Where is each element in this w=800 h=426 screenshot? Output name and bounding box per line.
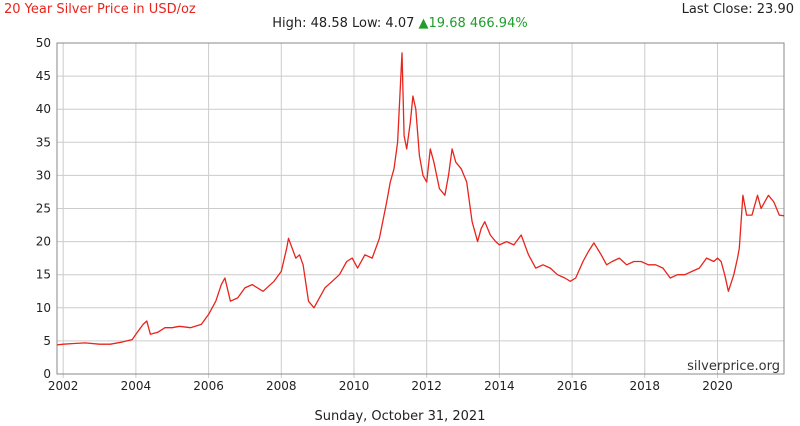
chart-title: 20 Year Silver Price in USD/oz [4, 2, 196, 17]
y-tick-label: 45 [36, 69, 51, 83]
y-tick-label: 35 [36, 135, 51, 149]
y-tick-label: 0 [43, 367, 51, 381]
chart-date: Sunday, October 31, 2021 [314, 409, 486, 424]
high-value: High: 48.58 [272, 16, 348, 31]
x-tick-label: 2006 [193, 379, 224, 393]
y-tick-label: 20 [36, 235, 51, 249]
x-tick-label: 2002 [48, 379, 79, 393]
x-tick-label: 2012 [411, 379, 442, 393]
x-tick-label: 2016 [557, 379, 588, 393]
price-line [56, 52, 785, 346]
y-axis: 0 5 10 15 20 25 30 35 40 45 50 [36, 36, 51, 381]
y-tick-label: 15 [36, 268, 51, 282]
y-tick-label: 50 [36, 36, 51, 50]
source-watermark: silverprice.org [687, 359, 780, 374]
x-tick-label: 2004 [121, 379, 152, 393]
y-tick-label: 25 [36, 202, 51, 216]
y-tick-label: 30 [36, 168, 51, 182]
x-axis: 2002 2004 2006 2008 2010 2012 2014 2016 2018 2020 [48, 379, 733, 393]
change-value: 19.68 466.94% [428, 16, 528, 31]
price-stats: High: 48.58 Low: 4.07 ▲19.68 466.94% [0, 16, 800, 31]
chart-grid [57, 42, 784, 378]
x-tick-label: 2008 [266, 379, 297, 393]
y-tick-label: 10 [36, 301, 51, 315]
x-tick-label: 2018 [630, 379, 661, 393]
low-value: Low: 4.07 [352, 16, 415, 31]
plot-area [56, 42, 785, 375]
x-tick-label: 2014 [484, 379, 515, 393]
y-tick-label: 5 [43, 334, 51, 348]
x-tick-label: 2010 [339, 379, 370, 393]
y-tick-label: 40 [36, 102, 51, 116]
last-close-label: Last Close: 23.90 [681, 2, 794, 17]
x-tick-label: 2020 [702, 379, 733, 393]
up-arrow-icon: ▲ [418, 16, 429, 31]
